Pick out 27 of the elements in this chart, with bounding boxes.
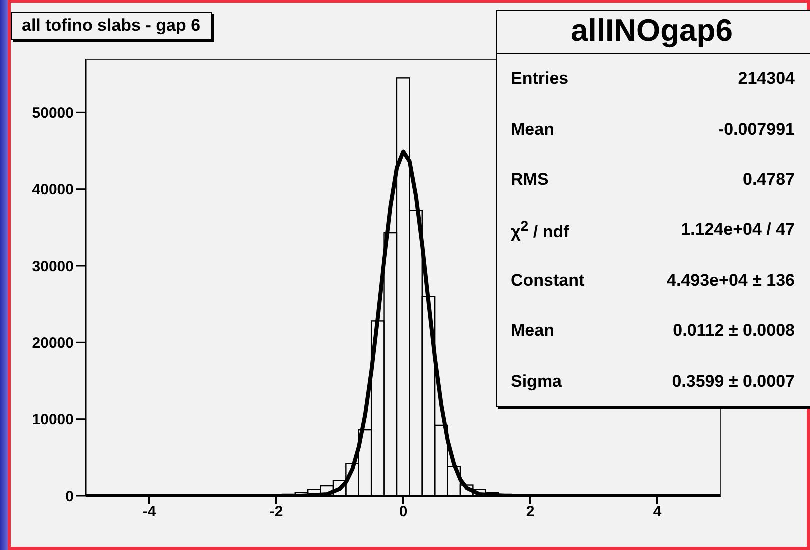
- x-tick-label: 0: [399, 504, 408, 521]
- y-tick-label: 0: [66, 488, 74, 506]
- y-tick-label: 30000: [32, 258, 74, 276]
- text: 0.4787: [743, 170, 795, 190]
- y-tick-label: 40000: [32, 182, 74, 199]
- x-tick-label: 2: [526, 504, 535, 521]
- annotation: RMS: [511, 170, 549, 190]
- y-tick-label: 50000: [32, 104, 74, 122]
- annotation: χ$^{2}$ / ndf: [511, 218, 570, 242]
- y-tick-label: 20000: [32, 334, 74, 352]
- annotation: Constant: [511, 270, 585, 291]
- y-tick-label: 10000: [32, 412, 74, 429]
- annotation: Sigma: [511, 372, 562, 392]
- x-tick-label: -4: [142, 504, 157, 521]
- annotation: Mean: [511, 120, 554, 140]
- annotation: Mean: [511, 321, 554, 342]
- x-tick-label: -2: [270, 504, 284, 521]
- annotation: -0.007991: [718, 120, 795, 140]
- chart-title: all tofino slabs - gap 6: [11, 12, 212, 40]
- annotation: Entries: [511, 69, 569, 90]
- text: allINOgap6: [497, 11, 810, 54]
- text: 214304: [738, 69, 795, 90]
- annotation: 1.124e+04 / 47: [681, 220, 795, 240]
- annotation: 4.493e+04 ± 136: [667, 270, 795, 291]
- annotation: 0.3599 ± 0.0007: [672, 372, 795, 392]
- annotation: 0.0112 ± 0.0008: [673, 321, 795, 342]
- x-tick-label: 4: [653, 504, 662, 521]
